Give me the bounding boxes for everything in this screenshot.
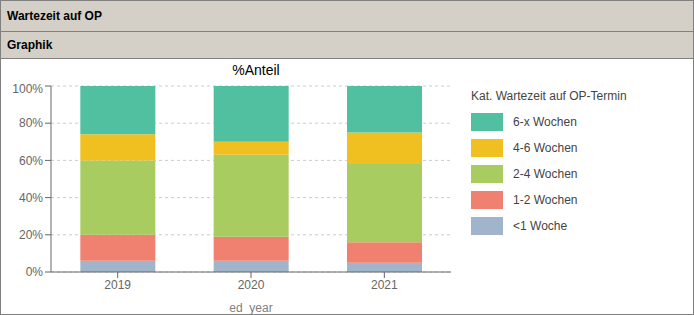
html-text:<1 Woche: <1 Woche <box>513 219 568 233</box>
html-text:2-4 Wochen: 2-4 Wochen <box>513 167 578 181</box>
svg-text:20%: 20% <box>19 228 43 242</box>
html-text:Graphik: Graphik <box>7 38 53 52</box>
html-text:4-6 Wochen: 4-6 Wochen <box>513 141 578 155</box>
svg-text:2019: 2019 <box>104 278 131 292</box>
html-text:6-x Wochen: 6-x Wochen <box>513 115 577 129</box>
html-text:Wartezeit auf OP: Wartezeit auf OP <box>7 9 102 23</box>
svg-text:80%: 80% <box>19 116 43 130</box>
svg-text:ed_year: ed_year <box>229 301 272 314</box>
svg-text:60%: 60% <box>19 154 43 168</box>
html-text:1-2 Wochen: 1-2 Wochen <box>513 193 578 207</box>
html-text:%Anteil: %Anteil <box>232 62 280 78</box>
html-text:Kat. Wartezeit auf OP-Termin: Kat. Wartezeit auf OP-Termin <box>471 89 627 103</box>
svg-text:0%: 0% <box>26 265 44 279</box>
svg-text:2020: 2020 <box>238 278 265 292</box>
svg-text:100%: 100% <box>12 82 43 96</box>
svg-text:40%: 40% <box>19 191 43 205</box>
svg-text:2021: 2021 <box>371 278 398 292</box>
